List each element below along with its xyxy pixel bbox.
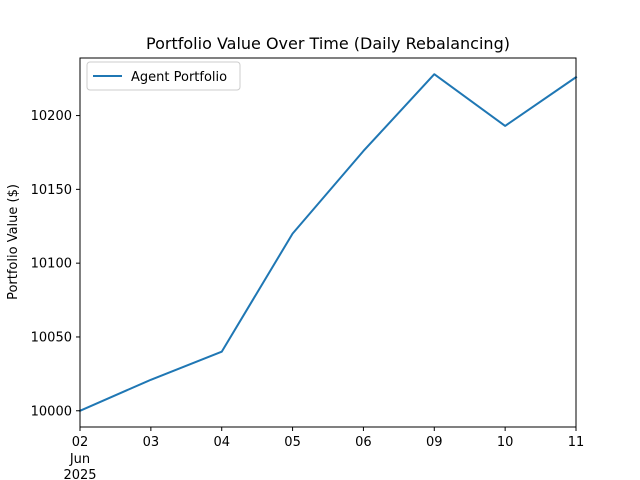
- legend-box: [86, 61, 241, 91]
- plot-frame: [79, 57, 577, 428]
- series-line: [78, 73, 578, 413]
- y-tick-label: 10050: [31, 330, 72, 345]
- x-tick-label: 04: [213, 435, 230, 450]
- x-tick-label: 05: [284, 435, 301, 450]
- x-secondary-year: 2025: [63, 468, 96, 480]
- x-secondary-month: Jun: [69, 452, 90, 467]
- x-tick-label: 09: [426, 435, 443, 450]
- legend: Agent Portfolio: [86, 61, 241, 91]
- legend-label: Agent Portfolio: [131, 70, 227, 85]
- y-axis-label: Portfolio Value ($): [6, 184, 21, 300]
- x-tick-label: 03: [143, 435, 160, 450]
- y-tick-label: 10150: [31, 183, 72, 198]
- chart-title: Portfolio Value Over Time (Daily Rebalan…: [146, 34, 510, 53]
- y-axis: 10000 10050 10100 10150 10200: [31, 109, 80, 419]
- x-tick-label: 11: [568, 435, 585, 450]
- plot-area: [78, 73, 578, 413]
- y-tick-label: 10000: [31, 404, 72, 419]
- x-tick-label: 02: [72, 435, 89, 450]
- x-axis: 02 03 04 05 06 09 10 11: [72, 427, 585, 450]
- x-tick-label: 10: [497, 435, 514, 450]
- y-tick-label: 10200: [31, 109, 72, 124]
- y-tick-label: 10100: [31, 257, 72, 272]
- x-tick-label: 06: [355, 435, 372, 450]
